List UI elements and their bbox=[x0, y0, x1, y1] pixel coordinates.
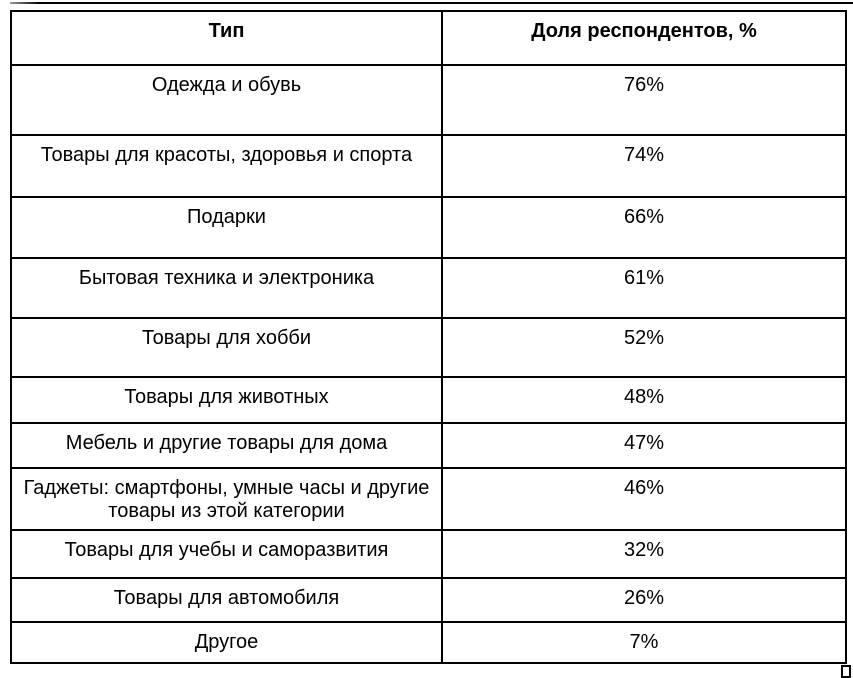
table-row: Подарки 66% bbox=[10, 196, 847, 259]
survey-table: Тип Доля респондентов, % Одежда и обувь … bbox=[10, 10, 847, 664]
table-row: Товары для учебы и саморазвития 32% bbox=[10, 529, 847, 579]
stray-character-artifact bbox=[841, 665, 851, 678]
cell-type: Другое bbox=[10, 621, 443, 664]
table-row: Бытовая техника и электроника 61% bbox=[10, 257, 847, 319]
table-row: Товары для животных 48% bbox=[10, 376, 847, 424]
cell-share: 26% bbox=[441, 577, 847, 623]
cell-share: 48% bbox=[441, 376, 847, 424]
header-cell-type: Тип bbox=[10, 10, 443, 66]
table-row: Товары для красоты, здоровья и спорта 74… bbox=[10, 134, 847, 198]
top-rule-line bbox=[10, 2, 853, 4]
header-row: Тип Доля респондентов, % bbox=[10, 10, 847, 66]
table-row: Гаджеты: смартфоны, умные часы и другие … bbox=[10, 467, 847, 531]
cell-type: Подарки bbox=[10, 196, 443, 259]
cell-share: 61% bbox=[441, 257, 847, 319]
table-row: Другое 7% bbox=[10, 621, 847, 664]
cell-type: Товары для учебы и саморазвития bbox=[10, 529, 443, 579]
cell-share: 47% bbox=[441, 422, 847, 469]
cell-share: 32% bbox=[441, 529, 847, 579]
cell-share: 76% bbox=[441, 64, 847, 136]
cell-share: 7% bbox=[441, 621, 847, 664]
cell-type: Товары для автомобиля bbox=[10, 577, 443, 623]
cell-share: 74% bbox=[441, 134, 847, 198]
header-cell-share: Доля респондентов, % bbox=[441, 10, 847, 66]
cell-type: Товары для животных bbox=[10, 376, 443, 424]
cell-share: 46% bbox=[441, 467, 847, 531]
cell-type: Товары для хобби bbox=[10, 317, 443, 378]
table-row: Одежда и обувь 76% bbox=[10, 64, 847, 136]
cell-type: Товары для красоты, здоровья и спорта bbox=[10, 134, 443, 198]
cell-share: 52% bbox=[441, 317, 847, 378]
table-row: Мебель и другие товары для дома 47% bbox=[10, 422, 847, 469]
cell-type: Гаджеты: смартфоны, умные часы и другие … bbox=[10, 467, 443, 531]
cell-type: Мебель и другие товары для дома bbox=[10, 422, 443, 469]
cell-share: 66% bbox=[441, 196, 847, 259]
table-row: Товары для автомобиля 26% bbox=[10, 577, 847, 623]
table-row: Товары для хобби 52% bbox=[10, 317, 847, 378]
cell-type: Бытовая техника и электроника bbox=[10, 257, 443, 319]
cell-type: Одежда и обувь bbox=[10, 64, 443, 136]
